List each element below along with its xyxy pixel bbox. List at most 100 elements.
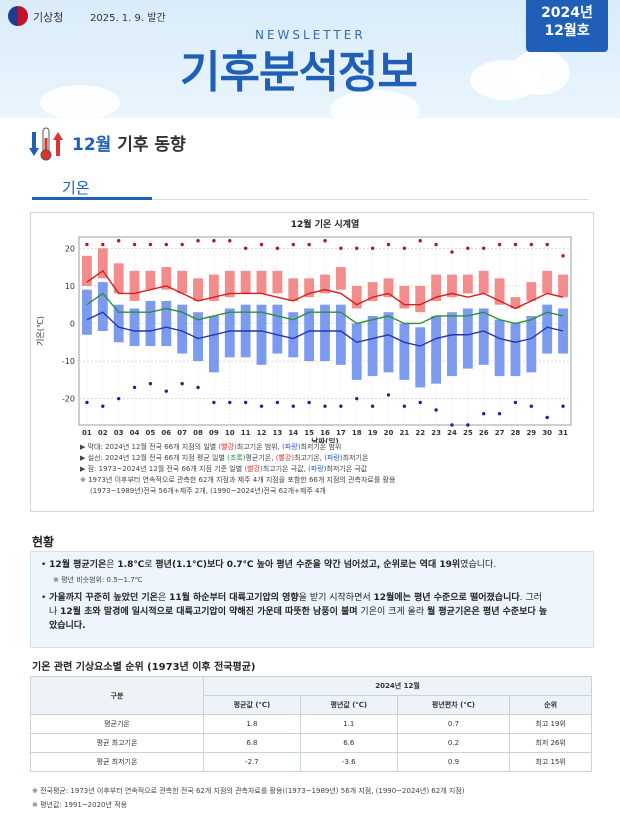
note-stations-detail: (1973~1989년)전국 56개+제주 2개, (1990~2024년)전국… xyxy=(90,487,326,495)
extreme-high-point xyxy=(323,239,327,243)
newsletter-title: 기후분석정보 xyxy=(180,36,418,100)
subsection-header: 기온 xyxy=(32,175,588,200)
x-tick-label: 08 xyxy=(193,429,203,437)
status-line-5: 았습니다. xyxy=(49,621,86,631)
max-temp-bar xyxy=(447,274,457,298)
min-temp-bar xyxy=(288,312,299,358)
min-temp-bar xyxy=(462,308,473,369)
extreme-low-point xyxy=(339,404,343,408)
status-bold: 평년(1.1℃)보다 0.7℃ 높아 평년 수준을 약간 넘어섰고, 순위로는 … xyxy=(155,560,461,570)
title-part2: 정보 xyxy=(337,47,418,98)
y-tick-label: -20 xyxy=(62,395,75,404)
min-temp-bar xyxy=(367,315,378,377)
extreme-low-point xyxy=(370,404,375,408)
x-tick-label: 24 xyxy=(447,429,457,437)
extreme-high-point xyxy=(85,242,89,247)
max-temp-bar xyxy=(526,282,537,301)
max-temp-bar xyxy=(288,278,299,301)
extreme-high-point xyxy=(212,239,216,243)
x-tick-label: 29 xyxy=(526,429,536,437)
col-normal-header: 평년값 (℃) xyxy=(299,695,398,715)
extreme-low-point xyxy=(307,400,311,405)
max-temp-bar xyxy=(542,270,553,294)
extreme-low-point xyxy=(386,393,391,397)
x-tick-label: 05 xyxy=(146,429,156,437)
max-temp-bar xyxy=(208,274,219,301)
extreme-high-point xyxy=(132,242,137,247)
col-dev-header: 평년편차 (℃) xyxy=(396,695,511,715)
max-temp-bar xyxy=(399,285,410,309)
x-tick-label: 07 xyxy=(177,429,187,437)
mean-temp-line xyxy=(86,292,564,325)
min-temp-bar xyxy=(510,323,521,377)
x-tick-label: 02 xyxy=(98,429,108,437)
section-title: 12월 기후 동향 xyxy=(72,130,186,155)
extreme-high-point xyxy=(116,239,121,243)
badge-year: 2024년 xyxy=(541,5,593,21)
extreme-low-point xyxy=(85,400,89,405)
note-text: ▶ 점: 1973~2024년 12월 전국 66개 지점 기준 일별 xyxy=(80,465,245,473)
y-tick-label: 0 xyxy=(70,319,75,328)
org-name: 기상청 xyxy=(33,11,64,24)
min-temp-bar xyxy=(431,315,442,384)
status-text: 나 xyxy=(49,607,61,617)
note-blue: (파랑) xyxy=(324,454,343,462)
extreme-low-point xyxy=(355,396,359,401)
max-temp-line xyxy=(86,269,564,310)
max-temp-bar xyxy=(113,263,124,294)
max-temp-bar xyxy=(193,278,203,301)
note-text: 최고기온 극값, xyxy=(262,465,309,473)
section-title-rest: 기후 동향 xyxy=(111,135,186,155)
x-tick-label: 17 xyxy=(336,429,346,437)
table-heading: 기온 관련 기상요소별 순위 (1973년 이후 전국평균) xyxy=(32,662,256,673)
col-avg-header: 평균값 (℃) xyxy=(203,695,301,715)
extreme-low-point xyxy=(466,423,470,427)
extreme-high-point xyxy=(466,246,470,250)
extreme-high-point xyxy=(529,242,534,247)
x-tick-label: 26 xyxy=(479,429,489,437)
x-tick-label: 13 xyxy=(273,429,283,437)
bullet: • xyxy=(41,560,50,570)
min-temp-bar xyxy=(256,304,267,365)
col-group-header: 구분 xyxy=(30,676,204,715)
subsection-underline xyxy=(32,197,152,200)
note-text: 최저기온 xyxy=(342,454,369,462)
thermometer-icon xyxy=(29,127,63,161)
subsection-title: 기온 xyxy=(62,179,90,197)
status-line-1: • 12월 평균기온은 1.8℃로 평년(1.1℃)보다 0.7℃ 높아 평년 … xyxy=(41,558,496,572)
status-text: 기온이 크게 올라 xyxy=(357,607,427,617)
note-text: 최고기온 범위, xyxy=(236,443,283,451)
col-year-header: 2024년 12월 xyxy=(203,676,592,696)
x-tick-label: 11 xyxy=(241,429,251,437)
status-text: 로 xyxy=(144,560,156,570)
extreme-high-point xyxy=(434,242,438,247)
x-tick-label: 03 xyxy=(114,429,124,437)
x-tick-label: 01 xyxy=(82,429,92,437)
extreme-high-point xyxy=(482,246,486,250)
min-temp-bar xyxy=(208,315,219,373)
min-temp-bar xyxy=(351,323,362,380)
row-rank: 최저 26위 xyxy=(509,733,592,753)
max-temp-bar xyxy=(224,270,235,298)
row-avg: -2.7 xyxy=(203,752,301,772)
extreme-low-point xyxy=(132,385,137,390)
status-text: 은 xyxy=(157,593,170,603)
col-rank-header: 순위 xyxy=(509,695,592,715)
ranking-table: 구분 2024년 12월 평균값 (℃) 평년값 (℃) 평년편차 (℃) 순위… xyxy=(30,676,592,772)
status-normal-range: ※ 평년 비슷범위: 0.5~1.7℃ xyxy=(53,576,143,584)
extreme-low-point xyxy=(450,423,454,427)
bullet: • xyxy=(41,593,50,603)
chart-box: 12월 기온 시계열 20 10 0 -10 -20 기온(℃) 01 02 03 04 05 06 07… xyxy=(30,212,594,512)
min-temp-bar xyxy=(177,304,188,354)
status-text: 은 xyxy=(106,560,118,570)
max-temp-bar xyxy=(431,274,442,301)
max-temp-bar xyxy=(462,274,473,294)
row-name: 평균기온 xyxy=(30,714,204,734)
max-temp-bar xyxy=(82,255,92,286)
status-bold: 12월 평균기온 xyxy=(49,560,107,570)
max-temp-bar xyxy=(320,274,330,294)
extreme-high-point xyxy=(148,242,153,247)
temperature-chart: 12월 기온 시계열 20 10 0 -10 -20 기온(℃) 01 02 03 04 05 06 07… xyxy=(36,218,572,446)
extreme-low-point xyxy=(164,389,168,393)
table-row: 평균 최저기온 -2.7 -3.6 0.9 최고 15위 xyxy=(30,752,592,772)
